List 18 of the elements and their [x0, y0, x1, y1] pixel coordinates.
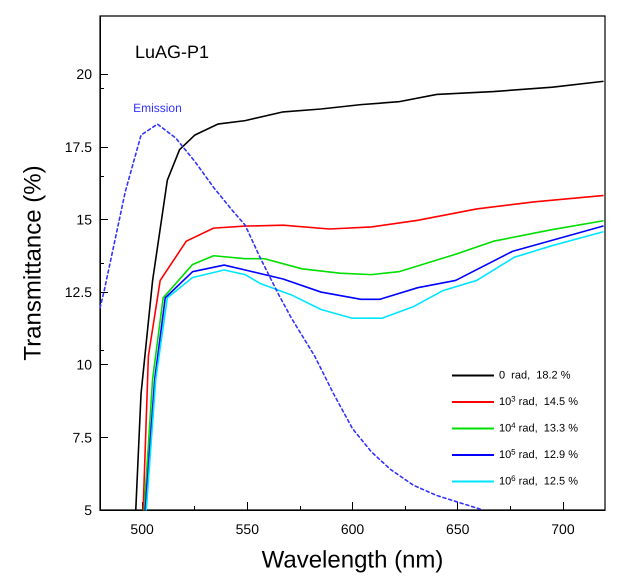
y-tick-label: 5: [84, 502, 92, 518]
annotation: Emission: [133, 101, 182, 116]
line-series: [99, 123, 484, 511]
x-tick-label: 550: [236, 521, 260, 537]
x-tick-label: 650: [446, 521, 470, 537]
legend-label: 0 rad, 18.2 %: [498, 370, 571, 382]
x-tick-label: 600: [340, 521, 364, 537]
x-axis-title: Wavelength (nm): [262, 546, 444, 574]
y-tick-label: 12.5: [64, 284, 92, 300]
y-tick-label: 20: [76, 66, 92, 82]
text: LuAG-P1: [135, 42, 210, 62]
x-tick-label: 700: [551, 521, 575, 537]
x-tick-label: 500: [130, 521, 154, 537]
y-axis-title: Transmittance (%): [20, 165, 46, 361]
y-tick-label: 7.5: [72, 429, 92, 446]
y-tick-label: 10: [76, 356, 92, 373]
y-tick-label: 15: [76, 211, 92, 228]
y-tick-label: 17.5: [64, 138, 92, 155]
